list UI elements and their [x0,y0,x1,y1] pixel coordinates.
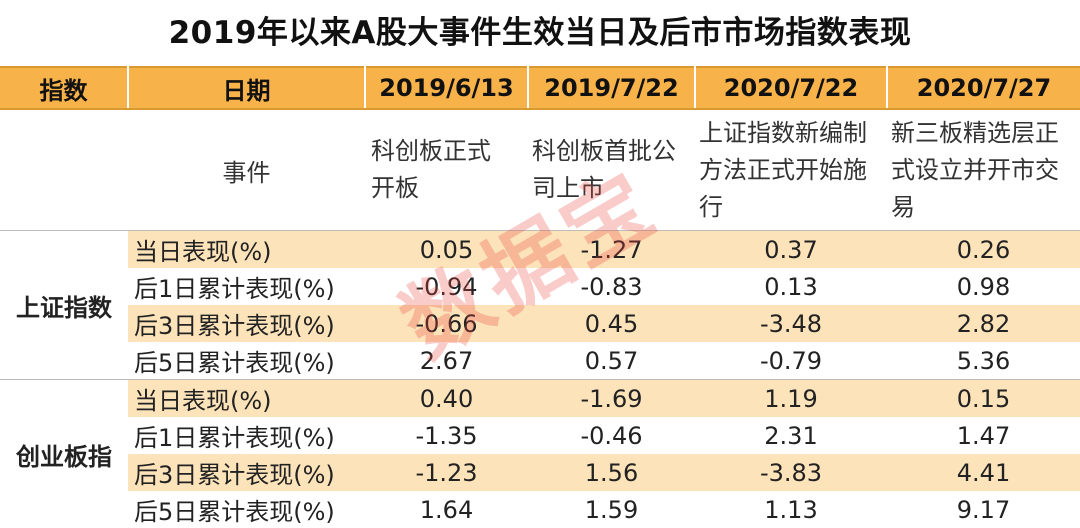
metric-label: 后1日累计表现(%) [128,268,365,305]
value-cell: 9.17 [887,491,1080,528]
value-cell: 1.13 [695,491,887,528]
performance-table: 指数 日期 2019/6/13 2019/7/22 2020/7/22 2020… [0,66,1080,528]
metric-label: 后5日累计表现(%) [128,491,365,528]
value-cell: -0.66 [365,305,528,342]
metric-label: 后3日累计表现(%) [128,454,365,491]
value-cell: 1.56 [528,454,695,491]
value-cell: -0.83 [528,268,695,305]
value-cell: 0.15 [887,380,1080,418]
value-cell: -1.35 [365,417,528,454]
value-cell: -1.69 [528,380,695,418]
table-row: 后3日累计表现(%) -0.66 0.45 -3.48 2.82 [0,305,1080,342]
header-date-1: 2019/6/13 [365,67,528,109]
header-date-4: 2020/7/27 [887,67,1080,109]
table-row: 后1日累计表现(%) -0.94 -0.83 0.13 0.98 [0,268,1080,305]
value-cell: -1.23 [365,454,528,491]
event-label: 事件 [128,109,365,231]
event-text-4: 新三板精选层正式设立并开市交易 [891,115,1059,226]
metric-label: 后5日累计表现(%) [128,342,365,380]
metric-label: 当日表现(%) [128,231,365,269]
event-text-3: 上证指数新编制方法正式开始施行 [699,115,867,226]
table-row: 后3日累计表现(%) -1.23 1.56 -3.83 4.41 [0,454,1080,491]
event-cell-3: 上证指数新编制方法正式开始施行 [695,109,887,231]
table-row: 后1日累计表现(%) -1.35 -0.46 2.31 1.47 [0,417,1080,454]
value-cell: -3.48 [695,305,887,342]
metric-label: 当日表现(%) [128,380,365,418]
value-cell: 0.37 [695,231,887,269]
value-cell: 2.67 [365,342,528,380]
value-cell: -3.83 [695,454,887,491]
header-date-2: 2019/7/22 [528,67,695,109]
table-row: 创业板指 当日表现(%) 0.40 -1.69 1.19 0.15 [0,380,1080,418]
metric-label: 后3日累计表现(%) [128,305,365,342]
event-cell-2: 科创板首批公司上市 [528,109,695,231]
value-cell: 0.26 [887,231,1080,269]
metric-label: 后1日累计表现(%) [128,417,365,454]
page-title: 2019年以来A股大事件生效当日及后市市场指数表现 [0,0,1080,66]
table-row: 后5日累计表现(%) 1.64 1.59 1.13 9.17 [0,491,1080,528]
value-cell: 5.36 [887,342,1080,380]
value-cell: -0.46 [528,417,695,454]
index-name-shanghai: 上证指数 [0,231,128,380]
value-cell: 2.31 [695,417,887,454]
event-text-2: 科创板首批公司上市 [532,133,694,207]
value-cell: 0.98 [887,268,1080,305]
value-cell: -0.94 [365,268,528,305]
value-cell: 4.41 [887,454,1080,491]
value-cell: 0.57 [528,342,695,380]
value-cell: 1.64 [365,491,528,528]
value-cell: -0.79 [695,342,887,380]
header-row: 指数 日期 2019/6/13 2019/7/22 2020/7/22 2020… [0,67,1080,109]
value-cell: 2.82 [887,305,1080,342]
value-cell: 1.59 [528,491,695,528]
event-text-1: 科创板正式开板 [371,133,511,207]
value-cell: 0.13 [695,268,887,305]
index-name-chinext: 创业板指 [0,380,128,528]
event-index-blank [0,109,128,231]
value-cell: 0.05 [365,231,528,269]
table-row: 上证指数 当日表现(%) 0.05 -1.27 0.37 0.26 [0,231,1080,269]
value-cell: 1.47 [887,417,1080,454]
header-date: 日期 [128,67,365,109]
event-cell-1: 科创板正式开板 [365,109,528,231]
event-row: 事件 科创板正式开板 科创板首批公司上市 上证指数新编制方法正式开始施行 新三板… [0,109,1080,231]
value-cell: 0.40 [365,380,528,418]
header-index: 指数 [0,67,128,109]
value-cell: 0.45 [528,305,695,342]
value-cell: 1.19 [695,380,887,418]
value-cell: -1.27 [528,231,695,269]
header-date-3: 2020/7/22 [695,67,887,109]
table-row: 后5日累计表现(%) 2.67 0.57 -0.79 5.36 [0,342,1080,380]
event-cell-4: 新三板精选层正式设立并开市交易 [887,109,1080,231]
